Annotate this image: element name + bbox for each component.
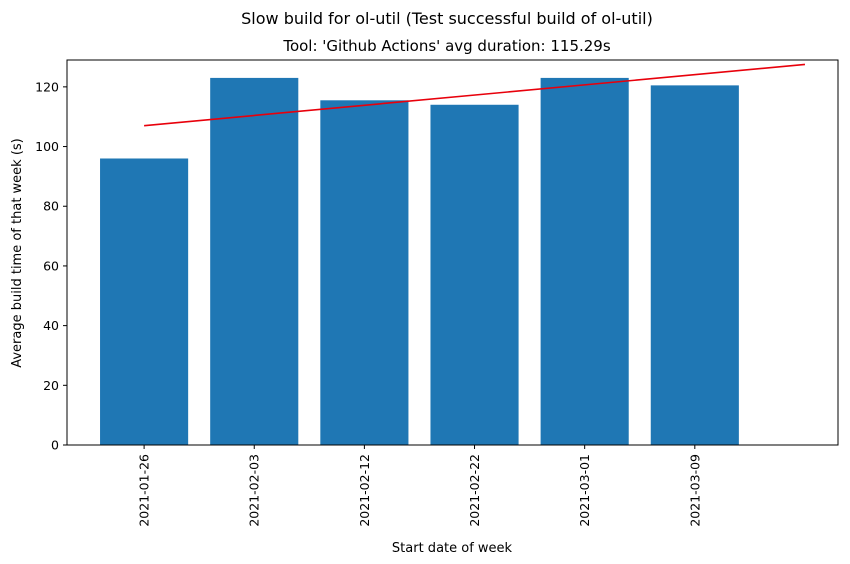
bar-2021-01-26 [100,158,189,445]
y-tick-label-80: 80 [43,199,59,214]
y-tick-label-20: 20 [43,378,59,393]
y-tick-label-40: 40 [43,318,59,333]
bar-2021-02-22 [430,104,519,445]
x-tick-label-2021-02-22: 2021-02-22 [467,454,482,527]
x-axis-label: Start date of week [392,541,513,556]
chart-title: Slow build for ol-util (Test successful … [241,9,653,28]
bar-2021-02-03 [210,77,299,445]
trend-line [144,63,806,127]
y-tick-label-0: 0 [51,438,59,453]
plot-frame [66,59,839,446]
x-tick-label-2021-02-03: 2021-02-03 [247,454,262,527]
bar-2021-03-09 [650,85,739,445]
x-tick-label-2021-03-09: 2021-03-09 [687,454,702,527]
y-axis-label: Average build time of that week (s) [10,138,25,368]
bars-group [100,77,739,445]
y-tick-label-60: 60 [43,258,59,273]
x-axis: 2021-01-26 2021-02-03 2021-02-12 2021-02-22… [137,445,702,527]
x-tick-label-2021-02-12: 2021-02-12 [357,454,372,527]
y-tick-label-100: 100 [35,139,59,154]
chart-subtitle: Tool: 'Github Actions' avg duration: 115… [282,37,611,55]
trend-line-group [144,63,806,127]
bar-2021-03-01 [540,77,629,445]
x-tick-label-2021-03-01: 2021-03-01 [577,454,592,527]
y-tick-label-120: 120 [35,79,59,94]
y-axis: 0 20 40 60 80 100 120 [35,79,67,453]
x-tick-label-2021-01-26: 2021-01-26 [137,454,152,527]
bar-2021-02-12 [320,100,409,445]
